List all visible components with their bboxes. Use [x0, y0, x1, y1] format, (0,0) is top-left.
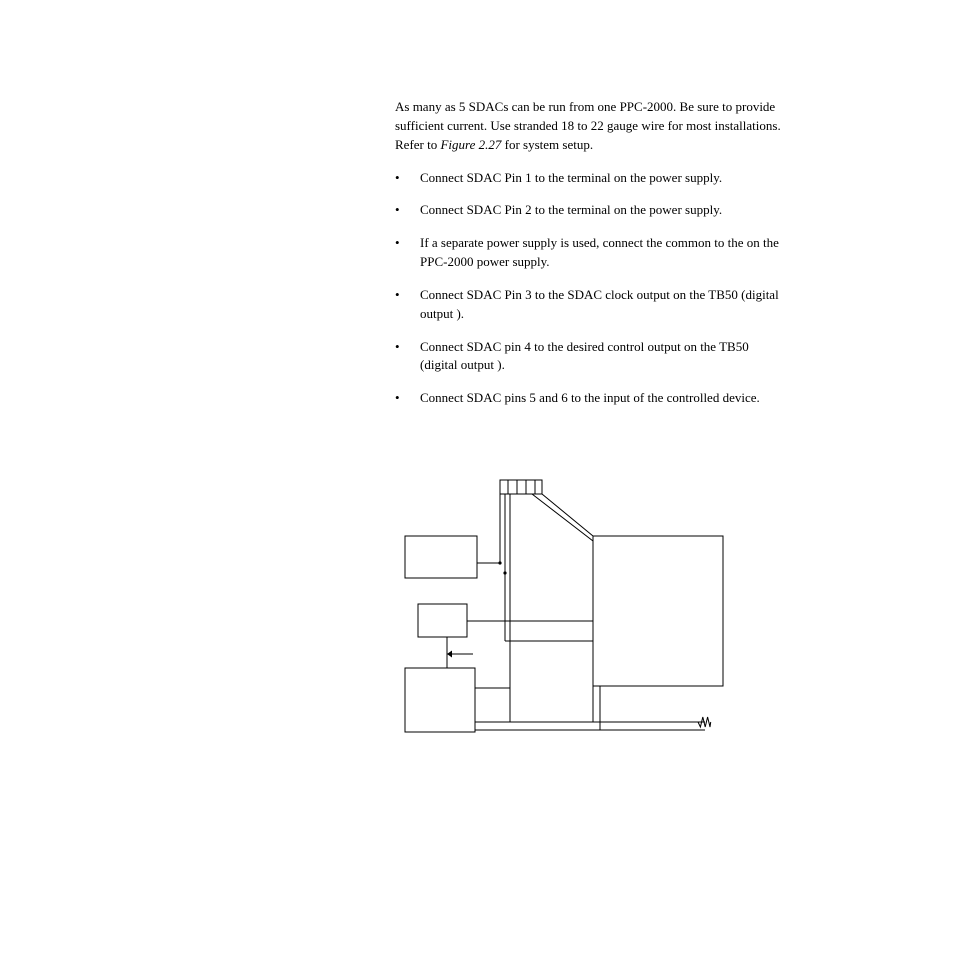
list-item-text: Connect SDAC pin 4 to the desired contro… — [420, 339, 749, 373]
list-item-text: Connect SDAC Pin 3 to the SDAC clock out… — [420, 287, 779, 321]
top-connector-box — [500, 480, 542, 494]
list-item-text: Connect SDAC pins 5 and 6 to the input o… — [420, 390, 760, 405]
list-item: If a separate power supply is used, conn… — [395, 234, 783, 272]
figure-reference: Figure 2.27 — [440, 137, 501, 152]
intro-text-b: for system setup. — [501, 137, 593, 152]
list-item-text: Connect SDAC Pin 2 to the terminal on th… — [420, 202, 722, 217]
v5 — [532, 494, 593, 541]
page: As many as 5 SDACs can be run from one P… — [0, 0, 954, 954]
box-mid-left-small — [418, 604, 467, 637]
list-item: Connect SDAC Pin 1 to the terminal on th… — [395, 169, 783, 188]
box-lower-left — [405, 668, 475, 732]
list-item: Connect SDAC pins 5 and 6 to the input o… — [395, 389, 783, 408]
list-item: Connect SDAC Pin 3 to the SDAC clock out… — [395, 286, 783, 324]
dot-2 — [503, 571, 506, 574]
list-item-text: Connect SDAC Pin 1 to the terminal on th… — [420, 170, 722, 185]
content-block: As many as 5 SDACs can be run from one P… — [395, 98, 783, 422]
v4 — [542, 494, 593, 536]
instruction-list: Connect SDAC Pin 1 to the terminal on th… — [395, 169, 783, 409]
list-item-text: If a separate power supply is used, conn… — [420, 235, 779, 269]
wiring-diagram — [395, 478, 725, 778]
dot-1 — [498, 561, 501, 564]
list-item: Connect SDAC Pin 2 to the terminal on th… — [395, 201, 783, 220]
box-right — [593, 536, 723, 686]
intro-paragraph: As many as 5 SDACs can be run from one P… — [395, 98, 783, 155]
box-upper-left — [405, 536, 477, 578]
list-item: Connect SDAC pin 4 to the desired contro… — [395, 338, 783, 376]
arrow-head — [447, 651, 452, 658]
